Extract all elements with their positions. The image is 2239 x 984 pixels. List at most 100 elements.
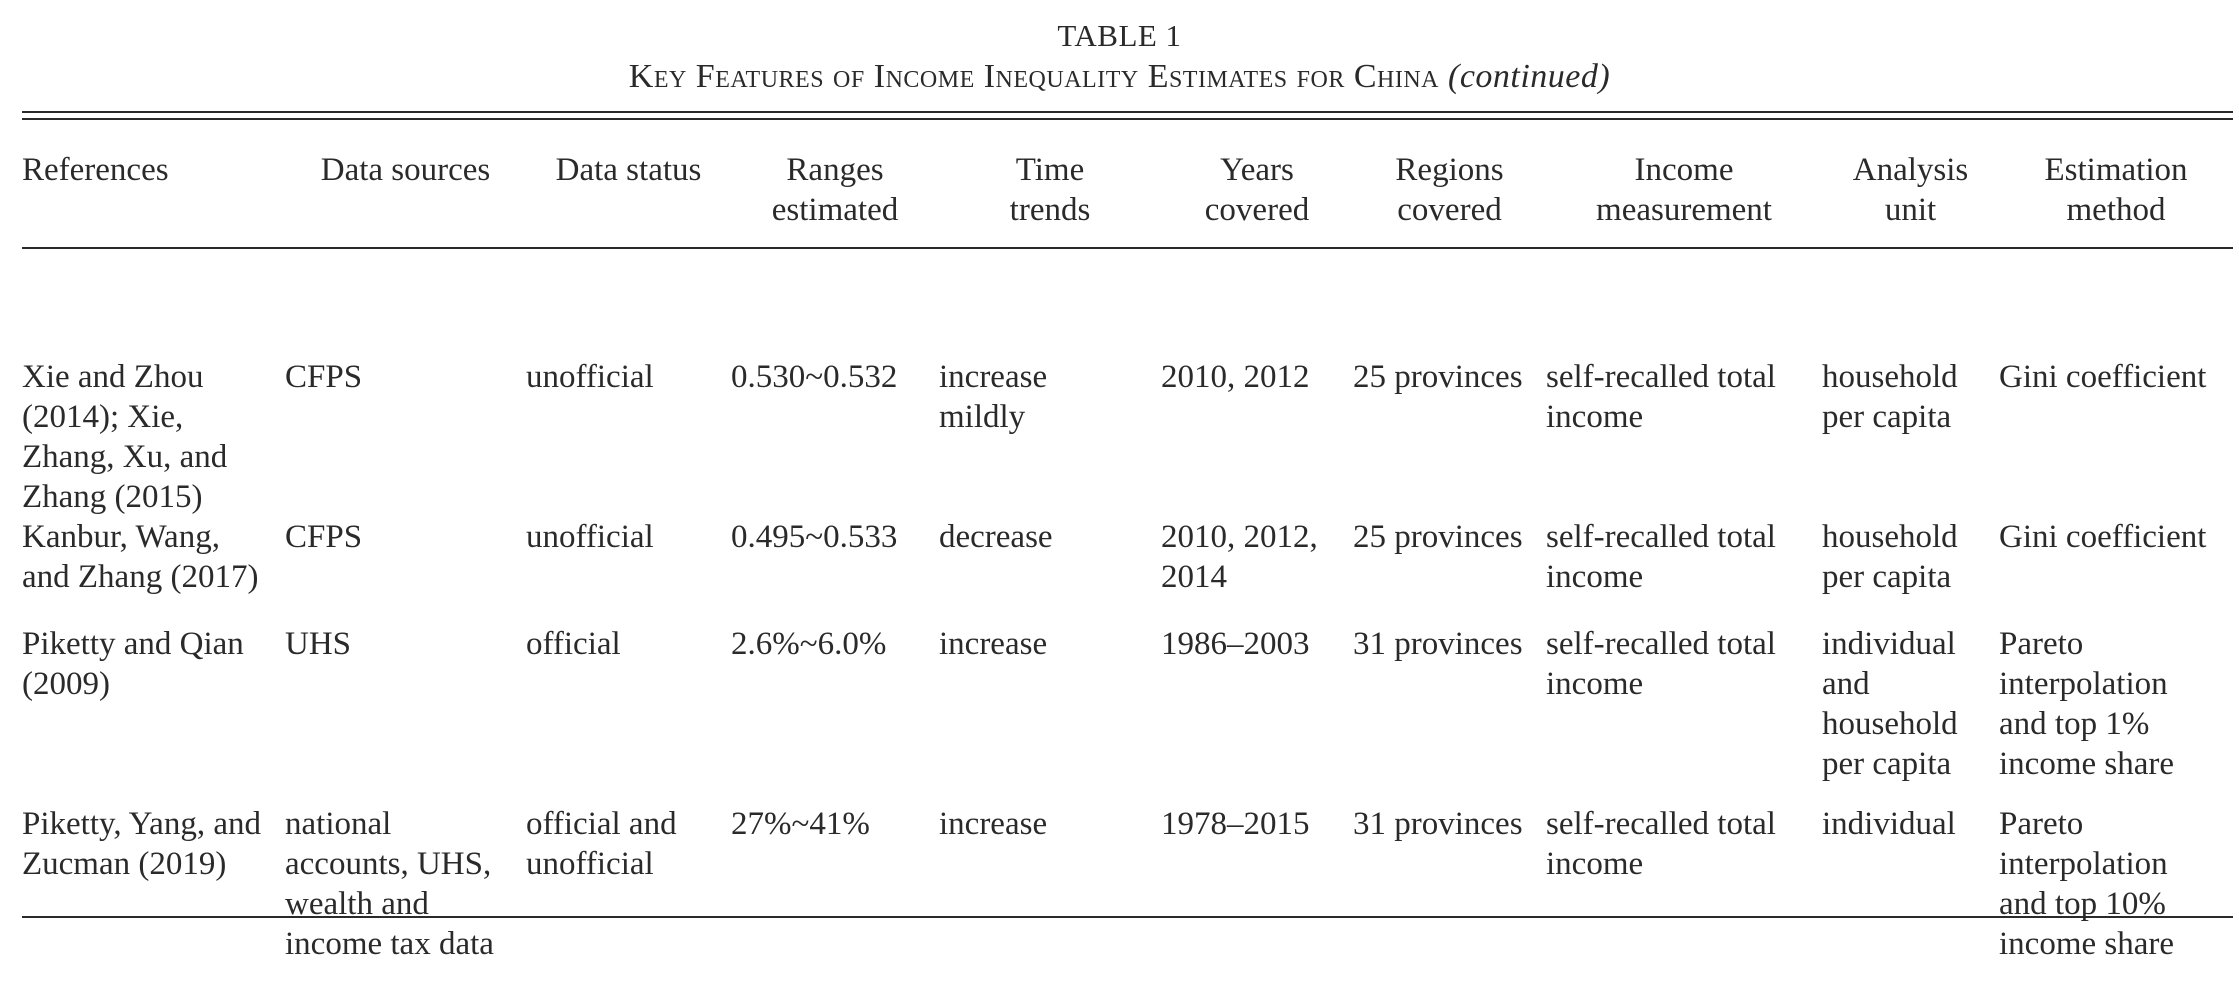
table-cell: Pareto interpolation and top 1% income shar… — [1999, 624, 2233, 804]
cell-line: wealth and — [285, 886, 429, 922]
column-header-line: Income — [1634, 152, 1734, 188]
table-cell: household per capita — [1822, 517, 1999, 624]
column-header: Analysis unit — [1822, 150, 1999, 247]
table-cell: CFPS — [285, 517, 526, 624]
cell-line: income share — [1999, 926, 2175, 962]
cell-line: increase — [939, 626, 1048, 662]
cell-line: Gini coefficient — [1999, 359, 2207, 395]
cell-line: 31 provinces — [1353, 806, 1523, 842]
cell-line: official and — [526, 806, 677, 842]
cell-line: Zhang, Xu, and — [22, 439, 228, 475]
column-header: Data status — [526, 150, 731, 247]
cell-line: Pareto — [1999, 806, 2084, 842]
cell-line: and — [1822, 666, 1870, 702]
table-cell: Piketty, Yang, and Zucman (2019) — [22, 804, 285, 984]
cell-line: accounts, UHS, — [285, 846, 492, 882]
column-header-line: Regions — [1395, 152, 1504, 188]
cell-line: interpolation — [1999, 846, 2168, 882]
table-row: Piketty and Qian (2009) UHS official 2.6%~6.… — [22, 624, 2233, 804]
table-title-continued: (continued) — [1448, 58, 1611, 95]
table-cell: self-recalled total income — [1546, 247, 1822, 517]
table-cell: increase — [939, 624, 1161, 804]
cell-line: Xie and Zhou — [22, 359, 204, 395]
table-cell: 31 provinces — [1353, 624, 1546, 804]
cell-line: official — [526, 626, 621, 662]
table-cell: 1986–2003 — [1161, 624, 1353, 804]
table-row: Xie and Zhou (2014); Xie, Zhang, Xu, and Zh… — [22, 247, 2233, 517]
table-cell: unofficial — [526, 247, 731, 517]
inequality-table: References Data sources Data status Ranges e… — [22, 150, 2233, 984]
column-header-line: Data sources — [320, 152, 491, 188]
table-cell: individual — [1822, 804, 1999, 984]
cell-line: 2.6%~6.0% — [731, 626, 887, 662]
table-cell: 31 provinces — [1353, 804, 1546, 984]
bottom-rule — [22, 916, 2233, 918]
column-header-line: trends — [1009, 192, 1091, 228]
cell-line: unofficial — [526, 359, 654, 395]
cell-line: self-recalled total — [1546, 806, 1776, 842]
column-header-line: covered — [1204, 192, 1310, 228]
cell-line: interpolation — [1999, 666, 2168, 702]
cell-line: 25 provinces — [1353, 519, 1523, 555]
table-cell: increase — [939, 804, 1161, 984]
cell-line: Gini coefficient — [1999, 519, 2207, 555]
table-cell: 25 provinces — [1353, 517, 1546, 624]
table-cell: official — [526, 624, 731, 804]
cell-line: income — [1546, 666, 1644, 702]
cell-line: individual — [1822, 806, 1956, 842]
cell-line: 25 provinces — [1353, 359, 1523, 395]
header-rule — [22, 247, 2233, 249]
cell-line: individual — [1822, 626, 1956, 662]
cell-line: CFPS — [285, 359, 363, 395]
cell-line: (2009) — [22, 666, 110, 702]
cell-line: self-recalled total — [1546, 626, 1776, 662]
cell-line: income — [1546, 559, 1644, 595]
cell-line: 2010, 2012, — [1161, 519, 1318, 555]
cell-line: and Zhang (2017) — [22, 559, 259, 595]
column-header-line: Estimation — [2044, 152, 2188, 188]
table-cell: Pareto interpolation and top 10% income sha… — [1999, 804, 2233, 984]
column-header: References — [22, 150, 285, 247]
cell-line: household — [1822, 706, 1958, 742]
cell-line: self-recalled total — [1546, 359, 1776, 395]
cell-line: income — [1546, 399, 1644, 435]
cell-line: increase — [939, 359, 1048, 395]
column-header-line: Analysis — [1852, 152, 1969, 188]
cell-line: and top 1% — [1999, 706, 2150, 742]
column-header: Years covered — [1161, 150, 1353, 247]
table-cell: 27%~41% — [731, 804, 939, 984]
cell-line: Piketty, Yang, and — [22, 806, 261, 842]
table-cell: self-recalled total income — [1546, 624, 1822, 804]
table-cell: individual and household per capita — [1822, 624, 1999, 804]
cell-line: per capita — [1822, 559, 1952, 595]
table-row: Piketty, Yang, and Zucman (2019) national a… — [22, 804, 2233, 984]
table-cell: 0.495~0.533 — [731, 517, 939, 624]
cell-line: and top 10% — [1999, 886, 2166, 922]
cell-line: per capita — [1822, 746, 1952, 782]
table-title: Key Features of Income Inequality Estima… — [0, 58, 2239, 96]
table-cell: Gini coefficient — [1999, 517, 2233, 624]
top-rule-upper — [22, 111, 2233, 113]
cell-line: Zhang (2015) — [22, 479, 203, 515]
cell-line: 0.530~0.532 — [731, 359, 898, 395]
header-row: References Data sources Data status Ranges e… — [22, 150, 2233, 247]
table-cell: CFPS — [285, 247, 526, 517]
cell-line: household — [1822, 359, 1958, 395]
table-cell: 2010, 2012, 2014 — [1161, 517, 1353, 624]
table-cell: 2010, 2012 — [1161, 247, 1353, 517]
table-cell: national accounts, UHS, wealth and income t… — [285, 804, 526, 984]
cell-line: decrease — [939, 519, 1053, 555]
column-header-line: Time — [1015, 152, 1085, 188]
cell-line: Piketty and Qian — [22, 626, 244, 662]
column-header-line: estimated — [771, 192, 899, 228]
table-cell: Xie and Zhou (2014); Xie, Zhang, Xu, and Zh… — [22, 247, 285, 517]
column-header-line: unit — [1884, 192, 1937, 228]
table-cell: self-recalled total income — [1546, 517, 1822, 624]
cell-line: 1978–2015 — [1161, 806, 1310, 842]
table-row: Kanbur, Wang, and Zhang (2017) CFPS unoffic… — [22, 517, 2233, 624]
column-header-line: Ranges — [786, 152, 884, 188]
table-cell: increase mildly — [939, 247, 1161, 517]
cell-line: 1986–2003 — [1161, 626, 1310, 662]
table-cell: Gini coefficient — [1999, 247, 2233, 517]
cell-line: 31 provinces — [1353, 626, 1523, 662]
